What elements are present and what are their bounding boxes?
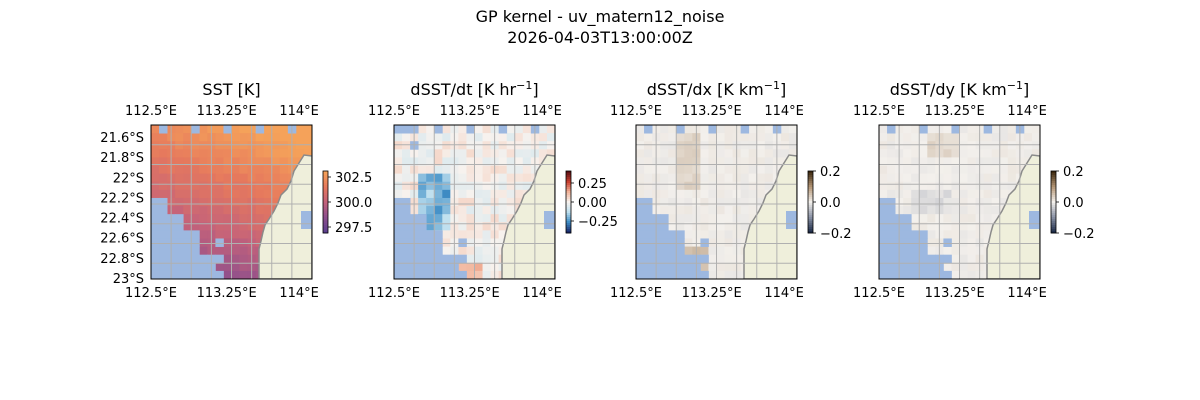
plot-frame: [393, 124, 556, 280]
data-field: [879, 125, 1040, 279]
x-tick-label: 112.5°E: [610, 286, 662, 301]
x-tick-label: 112.5°E: [368, 286, 420, 301]
gridlines: [151, 125, 312, 279]
panel-3: dSST/dx [K km−1] 112.5°E 112.5°E 113.25°E 11…: [610, 79, 852, 301]
x-tick-label: 113.25°E: [440, 104, 500, 119]
plot-frame: [878, 124, 1041, 280]
y-tick-label: 21.8°S: [100, 151, 144, 166]
panel-title: dSST/dt [K hr−1]: [410, 79, 538, 99]
colorbar-tick-label: 302.5: [335, 171, 372, 186]
x-tick-label: 114°E: [279, 104, 319, 119]
colorbar-tick-label: 0.0: [1063, 196, 1084, 211]
colorbar-tick-label: −0.25: [578, 215, 618, 230]
x-tick-label: 113.25°E: [197, 104, 257, 119]
colorbar-tick-label: 300.0: [335, 196, 372, 211]
panel-1: SST [K] 112.5°E 112.5°E 113.25°E 113.25°E 114…: [100, 80, 372, 301]
colorbar: 0.2 0.0 −0.2: [1050, 165, 1095, 242]
x-tick-label: 112.5°E: [853, 286, 905, 301]
data-field: [636, 125, 797, 279]
x-tick-label: 114°E: [1007, 104, 1047, 119]
y-tick-label: 22.6°S: [100, 232, 144, 247]
colorbar: 302.5 300.0 297.5: [322, 170, 372, 236]
y-tick-label: 22.4°S: [100, 212, 144, 227]
x-tick-label: 113.25°E: [682, 286, 742, 301]
x-tick-label: 114°E: [1007, 286, 1047, 301]
panel-2: dSST/dt [K hr−1] 112.5°E 112.5°E 113.25°E 11…: [368, 79, 618, 301]
y-tick-label: 22.2°S: [100, 191, 144, 206]
panel-title: dSST/dx [K km−1]: [647, 79, 786, 99]
colorbar-tick-label: 0.0: [820, 196, 841, 211]
colorbar-tick-label: −0.2: [1063, 227, 1095, 242]
y-tick-label: 22°S: [113, 171, 144, 186]
colorbar: 0.25 0.00 −0.25: [565, 170, 618, 234]
colorbar: 0.2 0.0 −0.2: [807, 165, 852, 242]
x-tick-label: 114°E: [279, 286, 319, 301]
x-tick-label: 112.5°E: [853, 104, 905, 119]
colorbar-tick-label: 0.2: [820, 165, 841, 180]
x-tick-label: 113.25°E: [925, 104, 985, 119]
panel-title: dSST/dy [K km−1]: [890, 79, 1029, 99]
x-tick-label: 113.25°E: [682, 104, 742, 119]
x-tick-label: 114°E: [522, 104, 562, 119]
x-tick-label: 112.5°E: [125, 104, 177, 119]
x-tick-label: 113.25°E: [197, 286, 257, 301]
x-tick-label: 114°E: [764, 286, 804, 301]
data-field: [151, 125, 312, 279]
gridlines: [879, 125, 1040, 279]
x-tick-label: 113.25°E: [925, 286, 985, 301]
y-tick-label: 21.6°S: [100, 131, 144, 146]
colorbar-tick-label: 0.00: [578, 196, 607, 211]
colorbar-tick-label: 0.2: [1063, 165, 1084, 180]
y-tick-label: 22.8°S: [100, 252, 144, 267]
plot-frame: [635, 124, 798, 280]
figure-title: GP kernel - uv_matern12_noise: [476, 7, 725, 27]
gridlines: [636, 125, 797, 279]
x-tick-label: 114°E: [764, 104, 804, 119]
x-tick-label: 112.5°E: [610, 104, 662, 119]
data-field: [394, 125, 555, 279]
plot-frame: [150, 124, 313, 280]
colorbar-tick-label: 0.25: [578, 177, 607, 192]
colorbar-tick-label: −0.2: [820, 227, 852, 242]
colorbar-tick-label: 297.5: [335, 221, 372, 236]
x-tick-label: 112.5°E: [125, 286, 177, 301]
gridlines: [394, 125, 555, 279]
x-tick-label: 114°E: [522, 286, 562, 301]
panel-4: dSST/dy [K km−1] 112.5°E 112.5°E 113.25°E 11…: [853, 79, 1095, 301]
y-tick-label: 23°S: [113, 272, 144, 287]
figure-subtitle: 2026-04-03T13:00:00Z: [507, 28, 693, 47]
panel-title: SST [K]: [202, 80, 260, 99]
x-tick-label: 113.25°E: [440, 286, 500, 301]
x-tick-label: 112.5°E: [368, 104, 420, 119]
